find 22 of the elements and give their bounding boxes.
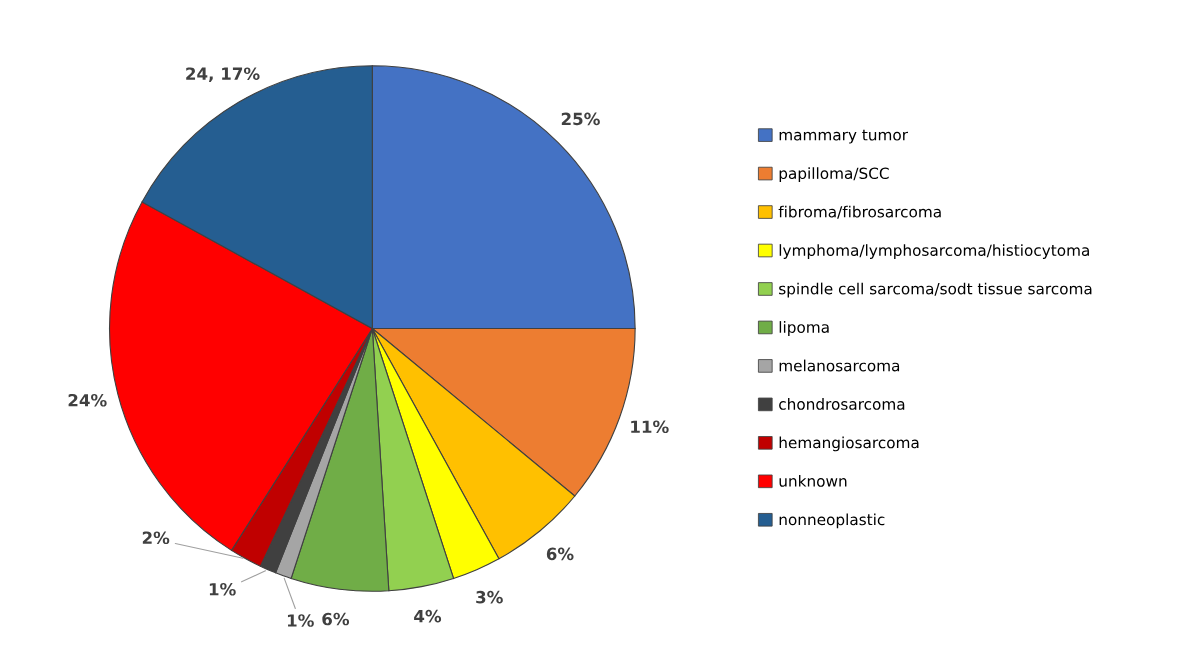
legend-label: spindle cell sarcoma/sodt tissue sarcoma — [779, 282, 1092, 298]
data-label: 25% — [561, 112, 600, 126]
legend-label: mammary tumor — [779, 129, 908, 144]
legend-label: fibroma/fibrosarcoma — [778, 205, 941, 219]
legend-label: nonneoplastic — [779, 513, 885, 529]
data-label: 1% — [209, 582, 236, 596]
data-label: 2% — [142, 531, 170, 545]
legend-label: hemangiosarcoma — [779, 436, 919, 452]
data-label: 24% — [68, 393, 107, 407]
data-label: 1% — [287, 614, 314, 627]
legend-label: melanosarcoma — [779, 359, 900, 372]
data-label: 24, 17% — [186, 67, 260, 83]
data-label: 3% — [476, 590, 503, 604]
data-label: 11% — [631, 420, 669, 434]
data-label: 4% — [414, 609, 442, 623]
legend-label: lipoma — [779, 321, 829, 336]
legend-label: unknown — [779, 474, 847, 487]
data-label: 6% — [322, 612, 350, 626]
legend-label: chondrosarcoma — [779, 398, 905, 410]
legend-label: papilloma/SCC — [779, 167, 889, 183]
legend-label: lymphoma/lymphosarcoma/histiocytoma — [779, 244, 1089, 259]
data-label: 6% — [546, 547, 574, 561]
